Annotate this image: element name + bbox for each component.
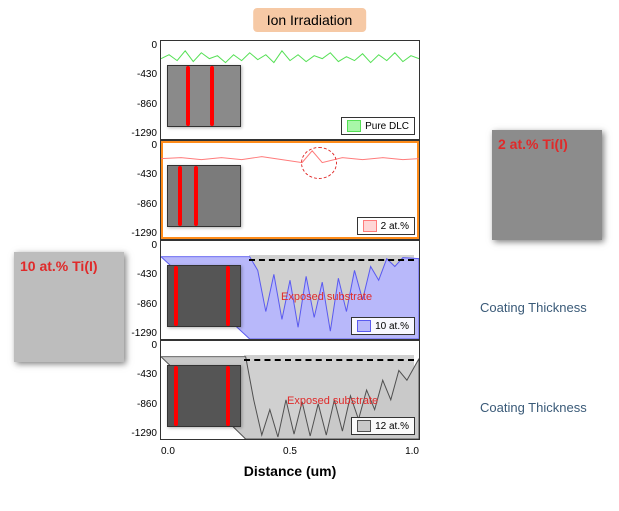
- side-image-right: 2 at.% Ti(I): [492, 130, 602, 240]
- xticks: 0.00.51.0: [161, 446, 419, 457]
- legend-swatch: [357, 420, 371, 432]
- plot-stack: 0-430-860-1290Pure DLC0-430-860-12902 at…: [160, 40, 420, 440]
- wear-track-line: [174, 266, 178, 326]
- title-badge: Ion Irradiation: [253, 8, 367, 32]
- coating-thickness-line: [249, 257, 414, 261]
- legend-label: 2 at.%: [381, 221, 409, 232]
- yticks: 0-430-860-1290: [119, 41, 157, 139]
- wear-track-line: [210, 66, 214, 126]
- coating-thickness-label-1: Coating Thickness: [480, 400, 587, 415]
- side-image-right-label: 2 at.% Ti(I): [498, 136, 596, 152]
- yticks: 0-430-860-1290: [119, 241, 157, 339]
- legend-label: 12 at.%: [375, 421, 409, 432]
- legend-swatch: [363, 220, 377, 232]
- inset-micrograph: [167, 65, 241, 127]
- wear-track-line: [226, 366, 230, 426]
- legend: Pure DLC: [341, 117, 415, 135]
- exposed-substrate-label: Exposed substrate: [281, 291, 372, 303]
- wear-track-line: [226, 266, 230, 326]
- inset-micrograph: [167, 165, 241, 227]
- coating-thickness-line: [244, 357, 414, 361]
- side-image-left: 10 at.% Ti(I): [14, 252, 124, 362]
- legend-swatch: [347, 120, 361, 132]
- wear-track-line: [186, 66, 190, 126]
- panel-1: 0-430-860-12902 at.%: [160, 140, 420, 240]
- side-image-left-label: 10 at.% Ti(I): [20, 258, 118, 274]
- legend: 12 at.%: [351, 417, 415, 435]
- legend-label: 10 at.%: [375, 321, 409, 332]
- legend: 10 at.%: [351, 317, 415, 335]
- xlabel: Distance (um): [161, 463, 419, 479]
- yticks: 0-430-860-1290: [119, 141, 157, 239]
- legend-swatch: [357, 320, 371, 332]
- legend-label: Pure DLC: [365, 121, 409, 132]
- panel-2: 0-430-860-1290Exposed substrate10 at.%: [160, 240, 420, 340]
- coating-thickness-label-0: Coating Thickness: [480, 300, 587, 315]
- wear-track-line: [174, 366, 178, 426]
- dashed-circle: [301, 147, 337, 179]
- yticks: 0-430-860-1290: [119, 341, 157, 439]
- wear-track-line: [194, 166, 198, 226]
- inset-micrograph: [167, 365, 241, 427]
- exposed-substrate-label: Exposed substrate: [287, 395, 378, 407]
- panel-3: 0-430-860-1290Exposed substrate12 at.%0.…: [160, 340, 420, 440]
- wear-track-line: [178, 166, 182, 226]
- inset-micrograph: [167, 265, 241, 327]
- legend: 2 at.%: [357, 217, 415, 235]
- panel-0: 0-430-860-1290Pure DLC: [160, 40, 420, 140]
